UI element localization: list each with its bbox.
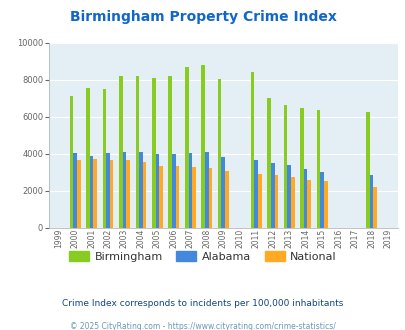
Bar <box>184 67 188 228</box>
Bar <box>73 153 77 228</box>
Bar <box>290 177 294 228</box>
Bar <box>283 105 287 228</box>
Bar <box>303 170 307 228</box>
Bar <box>172 154 175 228</box>
Bar <box>102 89 106 228</box>
Text: Birmingham Property Crime Index: Birmingham Property Crime Index <box>69 10 336 24</box>
Bar <box>126 160 130 228</box>
Bar <box>274 175 277 228</box>
Text: Crime Index corresponds to incidents per 100,000 inhabitants: Crime Index corresponds to incidents per… <box>62 299 343 308</box>
Bar <box>270 163 274 228</box>
Bar <box>254 160 258 228</box>
Bar <box>316 110 320 228</box>
Bar <box>93 159 97 228</box>
Legend: Birmingham, Alabama, National: Birmingham, Alabama, National <box>65 247 340 267</box>
Bar <box>201 65 205 228</box>
Bar <box>188 153 192 228</box>
Bar <box>320 172 323 228</box>
Bar <box>250 73 254 228</box>
Bar <box>307 180 310 228</box>
Text: © 2025 CityRating.com - https://www.cityrating.com/crime-statistics/: © 2025 CityRating.com - https://www.city… <box>70 322 335 330</box>
Bar <box>168 76 172 228</box>
Bar <box>208 168 212 228</box>
Bar <box>287 165 290 228</box>
Bar <box>192 167 195 228</box>
Bar <box>109 160 113 228</box>
Bar <box>323 182 327 228</box>
Bar <box>266 98 270 228</box>
Bar <box>139 152 143 228</box>
Bar <box>217 79 221 228</box>
Bar <box>155 154 159 228</box>
Bar <box>159 166 162 228</box>
Bar <box>70 96 73 228</box>
Bar <box>365 112 369 228</box>
Bar <box>299 108 303 228</box>
Bar <box>119 76 122 228</box>
Bar <box>90 156 93 228</box>
Bar <box>151 78 155 228</box>
Bar <box>86 88 90 228</box>
Bar <box>369 175 373 228</box>
Bar <box>143 162 146 228</box>
Bar <box>106 153 109 228</box>
Bar <box>175 166 179 228</box>
Bar <box>122 152 126 228</box>
Bar <box>224 171 228 228</box>
Bar <box>205 152 208 228</box>
Bar <box>221 156 224 228</box>
Bar <box>135 76 139 228</box>
Bar <box>77 160 80 228</box>
Bar <box>258 174 261 228</box>
Bar <box>373 187 376 228</box>
